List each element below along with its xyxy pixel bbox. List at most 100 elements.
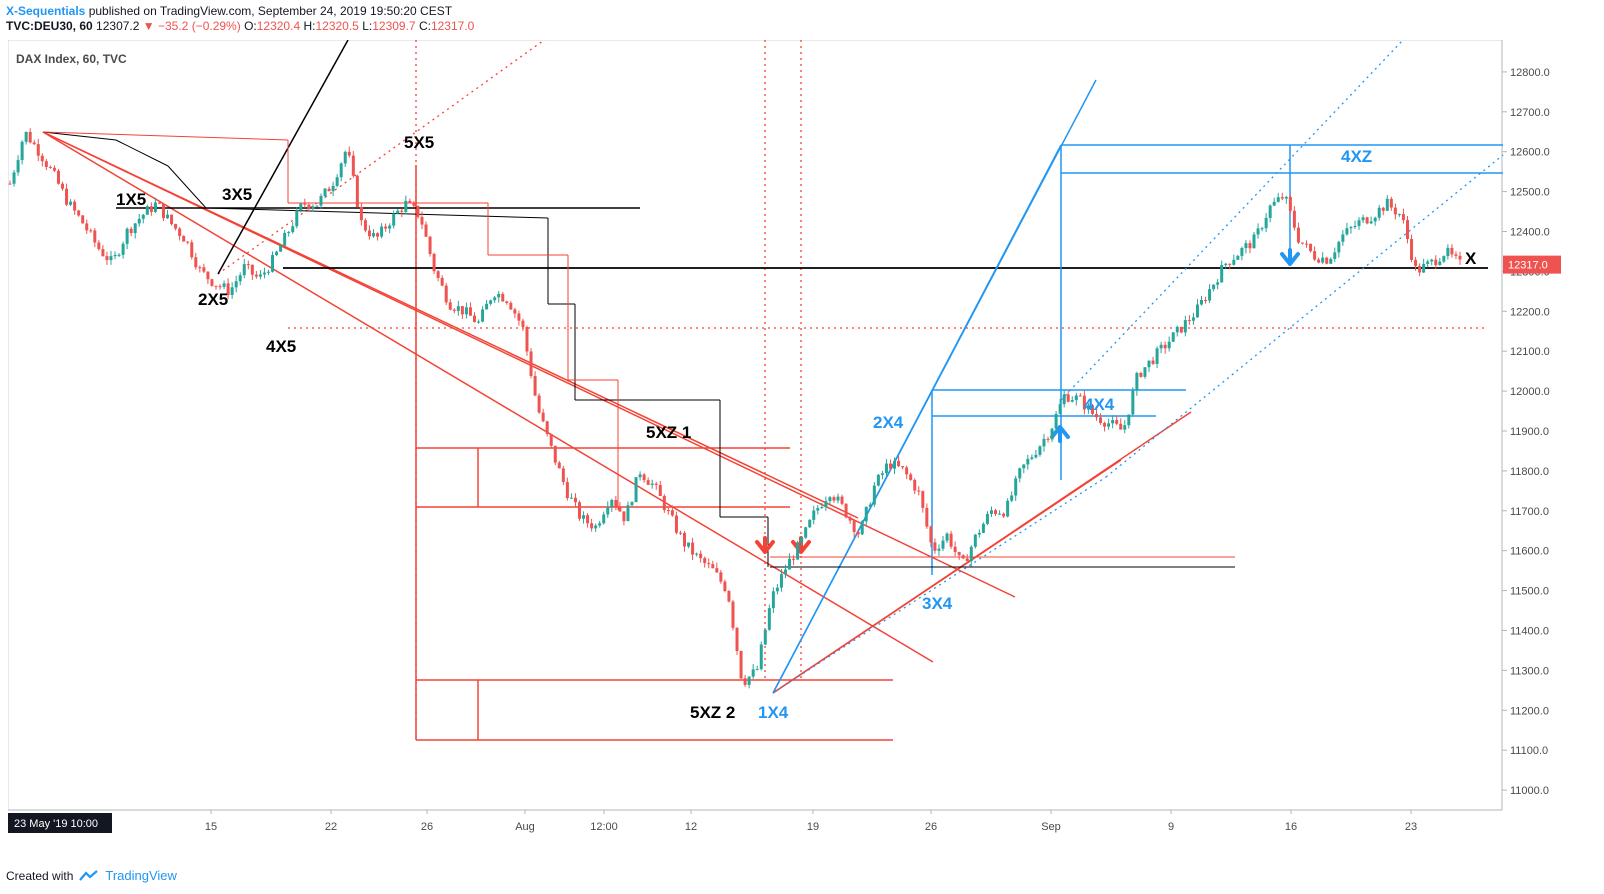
candle-body-up xyxy=(1333,252,1337,259)
candle-body-up xyxy=(485,303,489,310)
candle-body-down xyxy=(36,144,40,156)
candle-body-up xyxy=(1034,454,1038,458)
candle-body-down xyxy=(590,523,594,529)
time-tick-label: 26 xyxy=(925,821,937,833)
candle-body-up xyxy=(396,210,400,214)
candle-body-down xyxy=(52,167,56,171)
candle-body-up xyxy=(319,196,323,206)
candle-body-down xyxy=(909,474,913,480)
candle-body-up xyxy=(69,201,73,205)
candle-body-down xyxy=(699,553,703,559)
candle-body-down xyxy=(913,479,917,491)
candle-body-down xyxy=(149,206,153,212)
candle-body-down xyxy=(1393,207,1397,215)
candle-body-up xyxy=(1361,217,1365,221)
candle-body-up xyxy=(876,474,880,486)
price-chart[interactable]: DAX Index, 60, TVC 11000.0 11100.0 11200.0… xyxy=(7,0,1596,860)
candle-body-up xyxy=(117,254,121,256)
candle-body-down xyxy=(1204,299,1208,301)
candle-body-down xyxy=(48,166,52,168)
price-axis[interactable]: 11000.0 11100.0 11200.0 11300.0 11400.0 11500… xyxy=(1502,67,1550,797)
price-tick-label: 11100.0 xyxy=(1510,745,1548,757)
candle-body-up xyxy=(266,271,270,273)
step-outline xyxy=(42,131,117,141)
candle-body-up xyxy=(1050,428,1054,440)
candle-body-up xyxy=(133,223,137,234)
candle-body-down xyxy=(1325,257,1329,264)
candle-body-up xyxy=(291,226,295,233)
candle-body-up xyxy=(489,300,493,304)
candle-body-down xyxy=(1414,259,1418,266)
time-cursor-box xyxy=(8,813,112,833)
candle-body-down xyxy=(40,155,44,162)
time-tick-label: 23 xyxy=(1405,821,1417,833)
candle-body-down xyxy=(711,564,715,569)
candle-body-down xyxy=(646,480,650,485)
annotation-label: 4XZ xyxy=(1341,147,1372,166)
blue-down-arrow-icon xyxy=(1280,248,1300,266)
price-tick-label: 12700.0 xyxy=(1510,107,1550,119)
time-tick-label: 12:00 xyxy=(590,821,618,833)
candle-body-down xyxy=(400,210,404,212)
candle-body-up xyxy=(650,483,654,485)
candle-body-down xyxy=(678,532,682,534)
candle-body-down xyxy=(28,131,32,143)
price-tick-label: 12800.0 xyxy=(1510,67,1550,79)
candle-body-up xyxy=(880,473,884,475)
candle-body-down xyxy=(1365,217,1369,224)
candle-body-down xyxy=(303,203,307,205)
high-label: H: xyxy=(303,19,316,33)
candle-body-down xyxy=(965,558,969,562)
candle-body-down xyxy=(1078,395,1082,397)
candle-body-down xyxy=(97,242,101,250)
candle-body-up xyxy=(937,548,941,551)
candle-body-down xyxy=(848,517,852,521)
candle-body-up xyxy=(1240,248,1244,256)
candle-body-up xyxy=(287,232,291,234)
candle-body-up xyxy=(464,307,468,315)
candle-body-up xyxy=(981,523,985,533)
candle-body-down xyxy=(460,306,464,315)
annotation-label: 5X5 xyxy=(404,133,434,152)
price-tick-label: 12500.0 xyxy=(1510,187,1550,199)
candle-body-down xyxy=(101,249,105,257)
candle-body-up xyxy=(606,506,610,515)
annotation-label: 4X4 xyxy=(1084,395,1115,414)
candle-body-down xyxy=(448,302,452,310)
candle-body-up xyxy=(12,172,16,184)
candle-body-up xyxy=(1256,228,1260,235)
candle-body-down xyxy=(735,627,739,652)
time-tick-label: Aug xyxy=(515,821,535,833)
tradingview-brand[interactable]: TradingView xyxy=(105,868,177,883)
candle-body-up xyxy=(1216,282,1220,285)
candle-body-down xyxy=(307,204,311,209)
symbol-label: TVC:DEU30, 60 xyxy=(6,19,93,33)
candle-body-down xyxy=(545,421,549,435)
candle-body-down xyxy=(683,532,687,547)
candle-body-down xyxy=(662,495,666,511)
candle-body-up xyxy=(1159,344,1163,349)
candle-body-up xyxy=(1195,304,1199,318)
candle-body-up xyxy=(388,225,392,229)
candle-body-up xyxy=(569,497,573,499)
candle-body-up xyxy=(1268,205,1272,218)
red-trendline xyxy=(772,459,1122,694)
candle-body-up xyxy=(343,151,347,164)
candle-body-up xyxy=(755,669,759,671)
candle-body-down xyxy=(1381,207,1385,211)
candle-body-up xyxy=(771,591,775,609)
candle-body-down xyxy=(376,233,380,237)
candle-body-down xyxy=(8,183,12,185)
candle-body-up xyxy=(1220,265,1224,283)
candle-body-down xyxy=(537,395,541,413)
chart-area[interactable]: DAX Index, 60, TVC 11000.0 11100.0 11200.0… xyxy=(7,0,1596,860)
candle-body-down xyxy=(844,503,848,518)
step-outline xyxy=(115,139,169,167)
candle-body-up xyxy=(137,218,141,224)
candle-body-up xyxy=(1022,464,1026,469)
candle-body-up xyxy=(1272,201,1276,206)
candle-body-up xyxy=(372,233,376,237)
author-link[interactable]: X-Sequentials xyxy=(6,4,86,18)
candle-body-down xyxy=(852,520,856,532)
time-axis[interactable]: 23 May '19 10:00 15 22 26 Aug 12:00 12 19 26 Sep 9… xyxy=(8,810,1417,833)
